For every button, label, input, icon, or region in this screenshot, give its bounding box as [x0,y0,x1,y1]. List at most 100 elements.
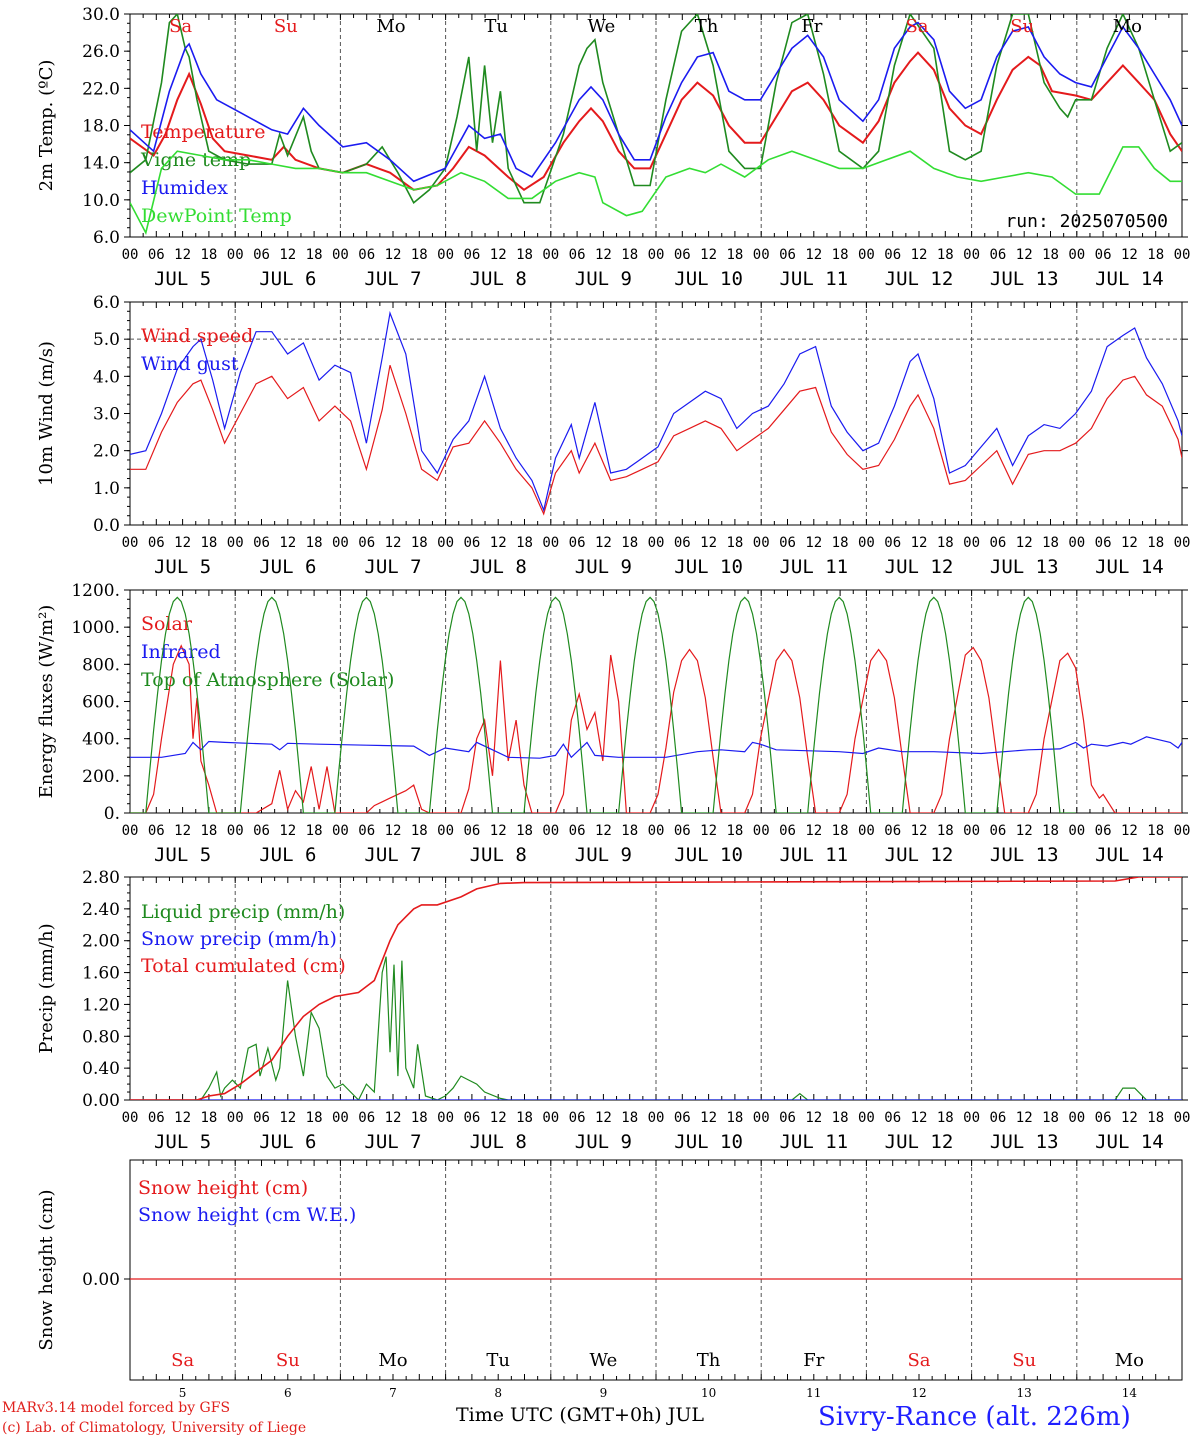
hour-tick-label: 12 [595,823,612,839]
legend-entry: Top of Atmosphere (Solar) [141,669,394,691]
hour-tick-label: 00 [542,1110,559,1126]
y-tick-label: 5.0 [93,330,120,350]
hour-tick-label: 06 [358,247,375,263]
hour-tick-label: 00 [227,823,244,839]
hour-tick-label: 18 [516,823,533,839]
hour-tick-label: 12 [700,823,717,839]
hour-tick-label: 18 [832,247,849,263]
hour-tick-label: 18 [411,1110,428,1126]
hour-tick-label: 12 [911,823,928,839]
series-line-wind-speed [130,365,1182,516]
hour-tick-label: 00 [122,1110,139,1126]
hour-tick-label: 12 [1121,1110,1138,1126]
day-number-label: 14 [1122,1386,1138,1400]
hour-tick-label: 18 [621,247,638,263]
date-label: JUL 6 [259,844,316,866]
day-number-label: 6 [284,1386,292,1400]
hour-tick-label: 06 [358,823,375,839]
hour-tick-label: 06 [253,1110,270,1126]
hour-tick-label: 06 [253,823,270,839]
date-label: JUL 9 [575,268,632,290]
hour-tick-label: 12 [385,1110,402,1126]
hour-tick-label: 00 [332,247,349,263]
legend-entry: Temperature [141,121,265,143]
date-label: JUL 11 [779,1131,848,1153]
date-label: JUL 6 [259,1131,316,1153]
hour-tick-label: 00 [963,823,980,839]
date-label: JUL 11 [779,556,848,578]
date-label: JUL 9 [575,844,632,866]
hour-tick-label: 12 [1016,535,1033,551]
hour-tick-label: 18 [1147,247,1164,263]
day-number-label: 13 [1017,1386,1032,1400]
hour-tick-label: 12 [174,247,191,263]
hour-tick-label: 06 [148,823,165,839]
weekday-label: Mo [378,1350,407,1371]
hour-tick-label: 06 [463,535,480,551]
date-label: JUL 9 [575,556,632,578]
hour-tick-label: 00 [858,535,875,551]
series-line-humidex [130,21,1182,183]
time-axis-label: Time UTC (GMT+0h) JUL [456,1404,704,1426]
date-label: JUL 12 [885,268,954,290]
hour-tick-label: 18 [937,247,954,263]
y-tick-label: 1.20 [82,995,120,1015]
hour-tick-label: 06 [569,247,586,263]
weekday-label: Sa [905,16,928,37]
hour-tick-label: 12 [279,247,296,263]
date-label: JUL 7 [364,844,421,866]
series-line-vigne-temp [130,14,1182,204]
hour-tick-label: 12 [385,823,402,839]
weekday-label: Sa [907,1350,930,1371]
y-tick-label: 1000. [71,618,120,638]
weekday-label: Sa [171,1350,194,1371]
y-axis-label: Precip (mm/h) [36,923,57,1053]
hour-tick-label: 18 [306,247,323,263]
hour-tick-label: 00 [332,1110,349,1126]
hour-tick-label: 06 [779,247,796,263]
hour-tick-label: 06 [569,535,586,551]
hour-tick-label: 06 [463,823,480,839]
hour-tick-label: 12 [385,535,402,551]
hour-tick-label: 18 [621,535,638,551]
hour-tick-label: 00 [542,535,559,551]
hour-tick-label: 06 [358,535,375,551]
y-axis-label: Snow height (cm) [36,1189,57,1350]
legend-entry: Snow height (cm) [138,1177,308,1199]
hour-tick-label: 12 [911,535,928,551]
hour-tick-label: 00 [753,535,770,551]
hour-tick-label: 00 [648,535,665,551]
y-tick-label: 600. [82,693,120,713]
hour-tick-label: 06 [989,823,1006,839]
hour-tick-label: 12 [1016,823,1033,839]
y-tick-label: 6.0 [93,228,120,248]
date-label: JUL 5 [154,844,211,866]
day-number-label: 7 [389,1386,397,1400]
hour-tick-label: 00 [437,247,454,263]
hour-tick-label: 18 [200,823,217,839]
hour-tick-label: 18 [516,247,533,263]
hour-tick-label: 12 [1121,535,1138,551]
weekday-label: Sa [169,16,192,37]
hour-tick-label: 12 [911,1110,928,1126]
hour-tick-label: 06 [779,823,796,839]
hour-tick-label: 00 [227,1110,244,1126]
hour-tick-label: 00 [858,823,875,839]
legend-entry: Wind speed [141,325,253,347]
weekday-label: Th [695,16,719,37]
hour-tick-label: 00 [963,535,980,551]
series-line-wind-gust [130,310,1182,513]
hour-tick-label: 06 [779,535,796,551]
y-tick-label: 18.0 [82,117,120,137]
hour-tick-label: 18 [411,823,428,839]
hour-tick-label: 00 [858,1110,875,1126]
hour-tick-label: 12 [700,1110,717,1126]
hour-tick-label: 00 [963,247,980,263]
hour-tick-label: 06 [1095,823,1112,839]
date-label: JUL 8 [470,1131,527,1153]
legend-entry: Snow height (cm W.E.) [138,1204,356,1226]
hour-tick-label: 00 [1068,247,1085,263]
hour-tick-label: 06 [148,535,165,551]
legend-entry: Humidex [141,177,228,199]
hour-tick-label: 06 [569,823,586,839]
